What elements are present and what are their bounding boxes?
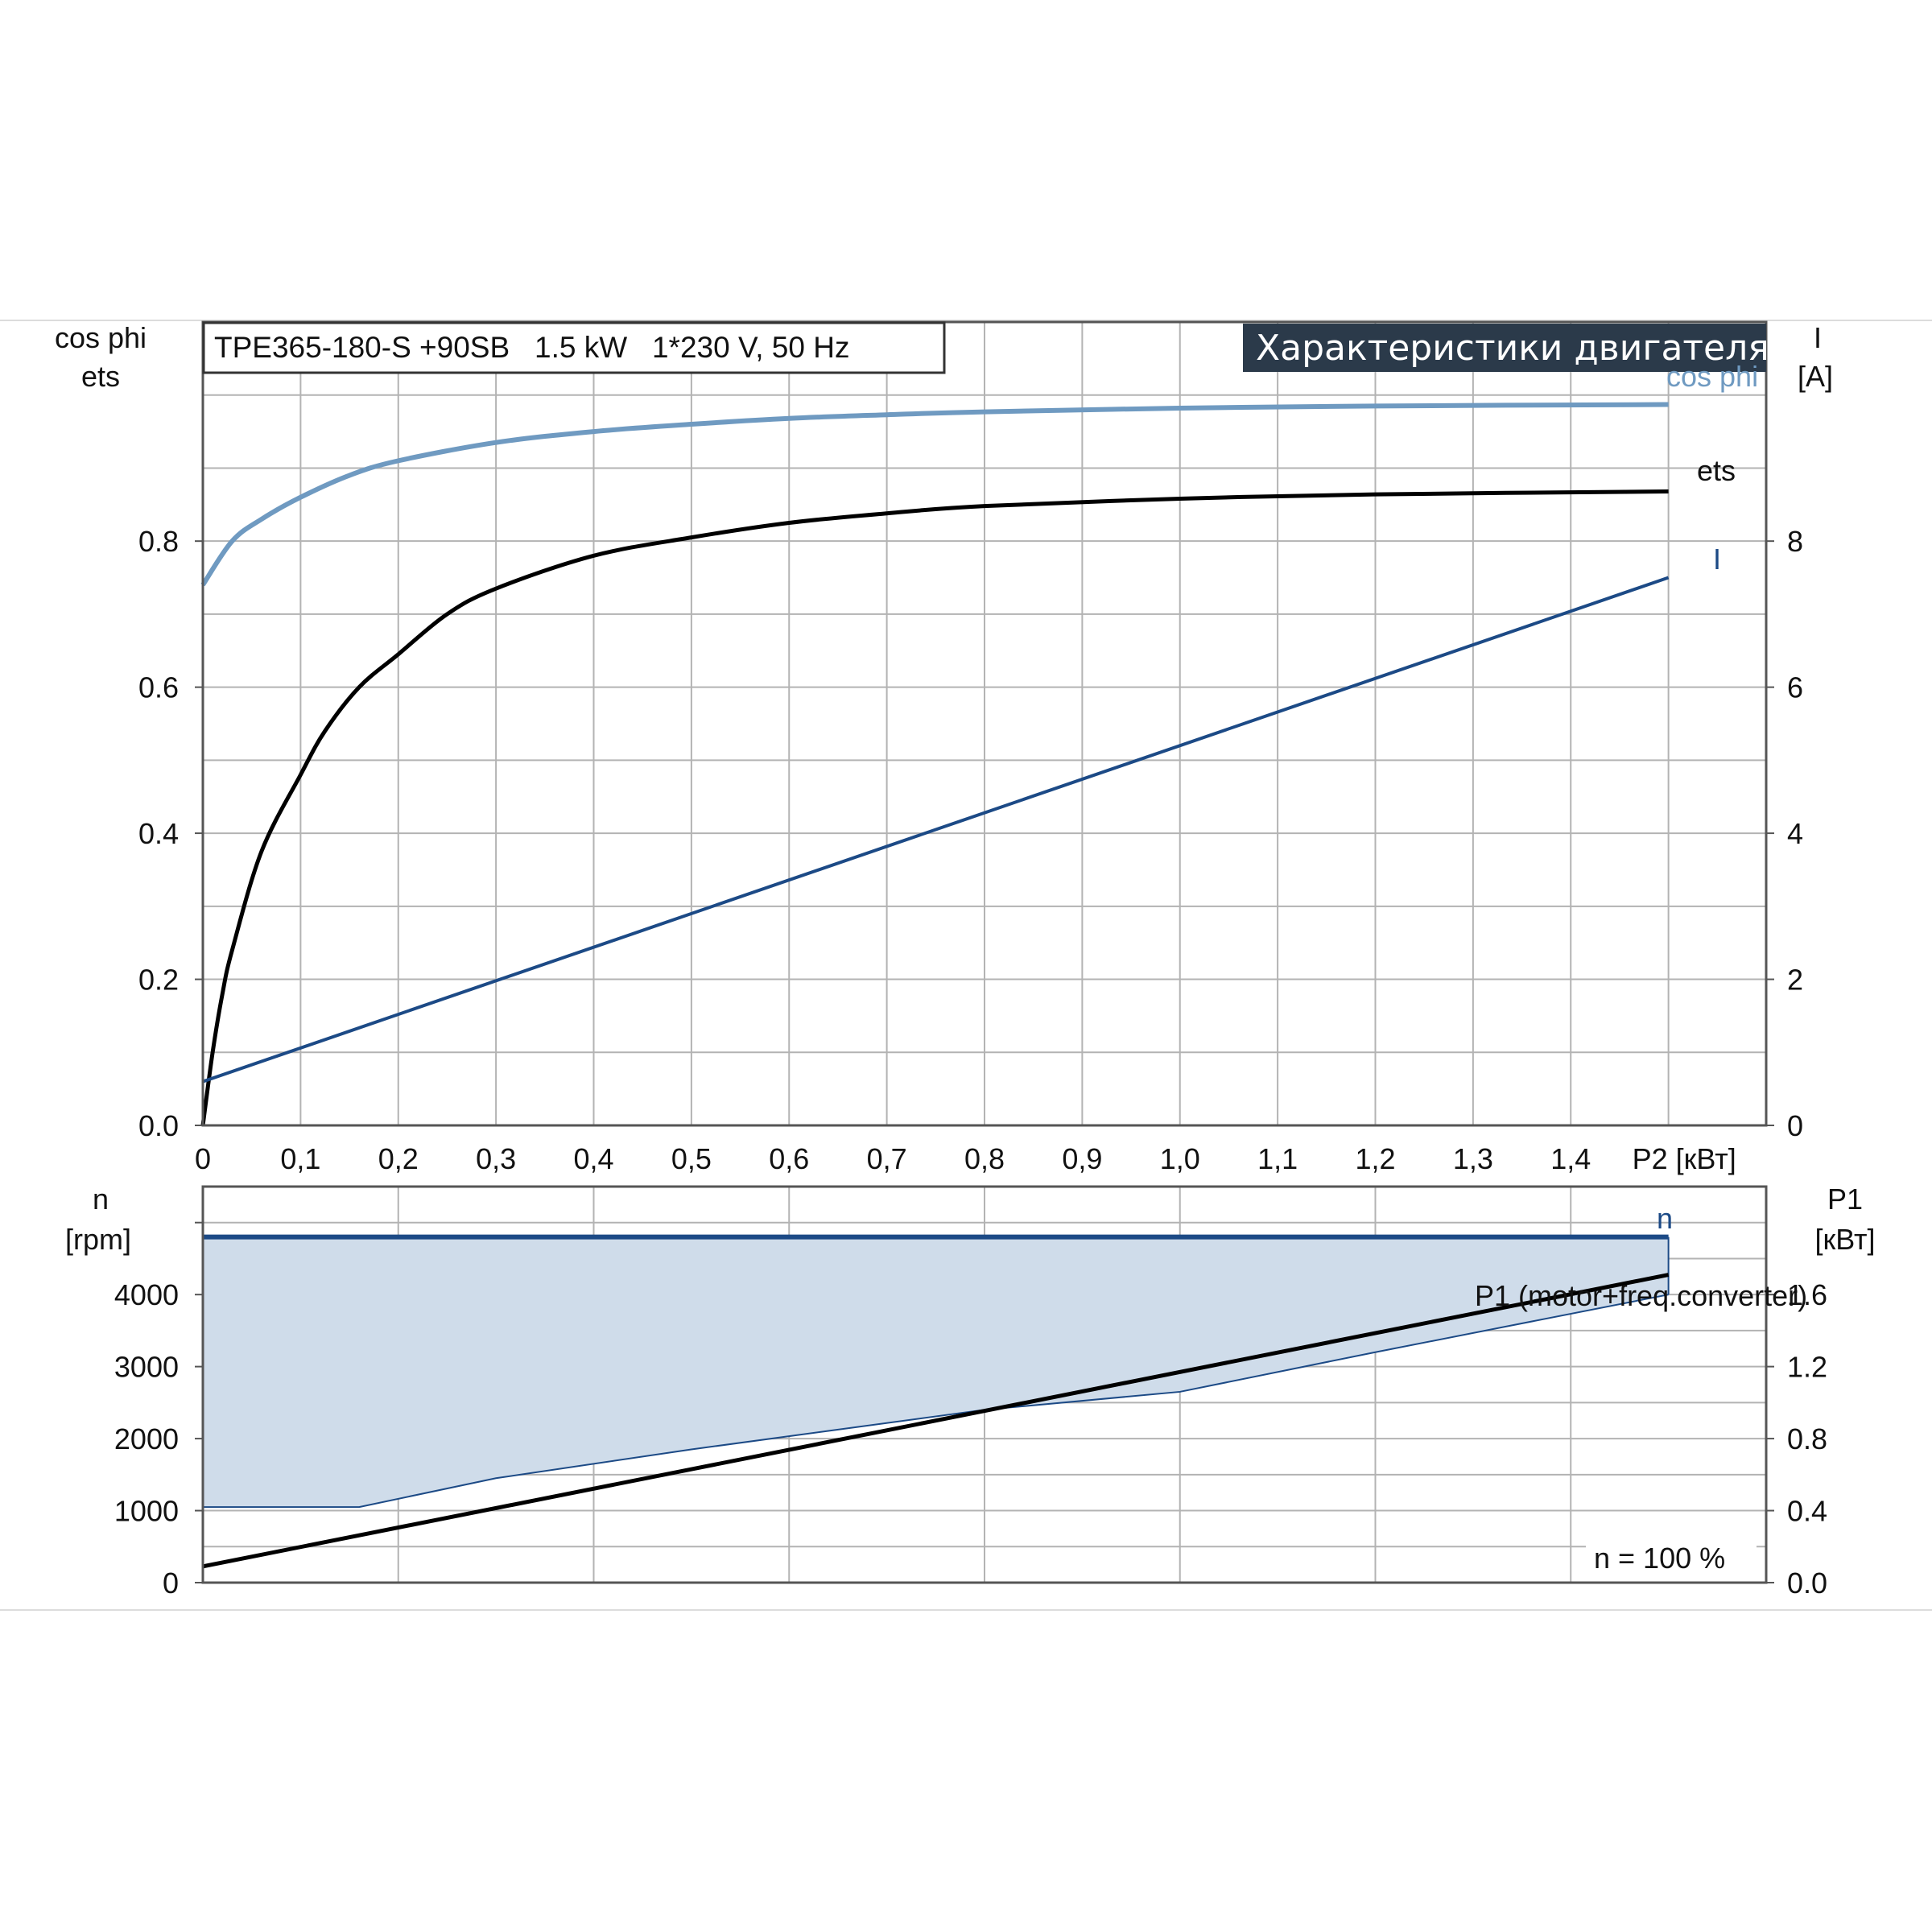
- top-right-tick-label: 6: [1787, 671, 1803, 704]
- x-tick-label: 0,9: [1062, 1142, 1102, 1175]
- lower-limit-line: [203, 1294, 1669, 1509]
- series-label-ets: ets: [1697, 454, 1736, 487]
- right-axis-label-current: I: [1814, 321, 1822, 354]
- x-tick-label: P2 [кВт]: [1633, 1142, 1736, 1175]
- x-tick-label: 0,7: [867, 1142, 907, 1175]
- right-axis-label-p1-unit: [кВт]: [1814, 1223, 1875, 1256]
- bottom-left-tick-label: 2000: [114, 1422, 179, 1455]
- right-axis-label-p1: P1: [1827, 1183, 1863, 1216]
- top-left-tick-label: 0.2: [138, 964, 179, 997]
- chart-title: Характеристики двигателя: [1256, 328, 1769, 369]
- right-axis-label-current-unit: [A]: [1798, 360, 1833, 393]
- top-right-tick-label: 8: [1787, 525, 1803, 558]
- bottom-left-tick-label: 3000: [114, 1351, 179, 1384]
- title-box: [1243, 324, 1766, 372]
- top-right-tick-label: 0: [1787, 1109, 1803, 1142]
- x-tick-label: 1,4: [1550, 1142, 1591, 1175]
- series-label-n: n: [1657, 1202, 1673, 1235]
- top-left-tick-label: 0.6: [138, 671, 179, 704]
- x-tick-label: 0: [195, 1142, 211, 1175]
- x-tick-label: 1,0: [1160, 1142, 1200, 1175]
- x-tick-label: 0,8: [964, 1142, 1005, 1175]
- bottom-right-tick-label: 1.2: [1787, 1351, 1827, 1384]
- bottom-right-tick-label: 0.0: [1787, 1567, 1827, 1600]
- top-chart-frame: [201, 320, 1768, 1127]
- top-left-tick-label: 0.8: [138, 525, 179, 558]
- bottom-chart-frame: [201, 1185, 1768, 1584]
- axis-ticks: 0 0,1 0,2 0,3 0,4 0,5 0,6 0,7 0,8 0,9 1,0 1,1 1,2 1,3…: [114, 525, 1827, 1600]
- model-box: [202, 321, 946, 374]
- series-label-current: I: [1713, 543, 1721, 576]
- left-axis-label-n: n: [93, 1183, 109, 1216]
- x-tick-label: 0,2: [378, 1142, 419, 1175]
- bottom-right-tick-label: 0.8: [1787, 1422, 1827, 1455]
- bottom-left-tick-label: 0: [163, 1567, 179, 1600]
- bottom-chart-series: [202, 1234, 1670, 1569]
- bottom-left-tick-label: 1000: [114, 1495, 179, 1528]
- left-axis-label-cos-phi: cos phi: [55, 321, 147, 354]
- bottom-right-tick-label: 0.4: [1787, 1495, 1827, 1528]
- top-chart-series: [200, 402, 1670, 1126]
- current-line: [202, 576, 1670, 1084]
- top-right-tick-label: 2: [1787, 964, 1803, 997]
- x-tick-label: 0,4: [573, 1142, 613, 1175]
- top-chart-grid: [203, 322, 1766, 1125]
- top-left-tick-label: 0.0: [138, 1109, 179, 1142]
- x-tick-label: 0,1: [280, 1142, 320, 1175]
- p1-line: [202, 1273, 1670, 1569]
- x-tick-label: 0,3: [476, 1142, 516, 1175]
- ets-line: [200, 489, 1669, 1126]
- top-left-tick-label: 0.4: [138, 817, 179, 850]
- model-text: TPE365-180-S +90SB 1.5 kW 1*230 V, 50 Hz: [214, 331, 849, 364]
- top-right-tick-label: 4: [1787, 817, 1803, 850]
- operating-range-area: [203, 1236, 1669, 1508]
- annotation-box: [1586, 1539, 1757, 1576]
- x-tick-label: 0,6: [769, 1142, 809, 1175]
- x-tick-label: 1,3: [1453, 1142, 1493, 1175]
- bottom-left-tick-label: 4000: [114, 1278, 179, 1311]
- series-label-cos-phi: cos phi: [1666, 360, 1758, 393]
- left-axis-label-rpm: [rpm]: [65, 1223, 131, 1256]
- bottom-right-tick-label: 1.6: [1787, 1278, 1827, 1311]
- annotation-speed-percent: n = 100 %: [1594, 1542, 1725, 1575]
- cos-phi-line: [200, 402, 1669, 587]
- x-tick-label: 0,5: [671, 1142, 712, 1175]
- left-axis-label-ets: ets: [81, 360, 120, 393]
- x-tick-label: 1,2: [1355, 1142, 1395, 1175]
- x-tick-label: 1,1: [1257, 1142, 1298, 1175]
- series-label-p1: P1 (motor+freq.converter): [1475, 1279, 1807, 1312]
